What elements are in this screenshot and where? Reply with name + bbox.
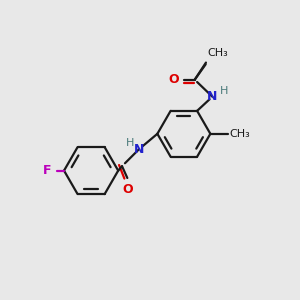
Text: F: F	[43, 164, 52, 177]
Text: H: H	[125, 138, 134, 148]
Text: N: N	[134, 142, 144, 156]
Text: CH₃: CH₃	[208, 48, 229, 59]
Text: H: H	[220, 86, 228, 96]
Text: N: N	[207, 90, 218, 103]
Text: CH₃: CH₃	[229, 129, 250, 139]
Text: O: O	[168, 73, 179, 86]
Text: O: O	[122, 183, 133, 196]
